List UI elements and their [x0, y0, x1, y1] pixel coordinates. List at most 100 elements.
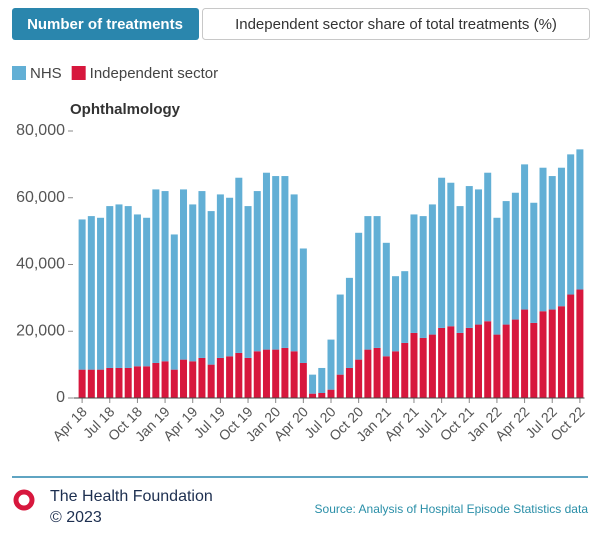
bar-segment — [511, 319, 519, 398]
bar-segment — [152, 189, 160, 363]
bar-segment — [447, 182, 455, 327]
bar-segment — [502, 324, 510, 398]
bar-segment — [143, 366, 151, 398]
bar-segment — [484, 172, 492, 322]
bar-segment — [401, 271, 409, 343]
bar-segment — [244, 206, 252, 358]
bar-segment — [78, 219, 86, 370]
bar-segment — [576, 289, 584, 398]
bar-segment — [355, 232, 363, 360]
bar-segment — [272, 176, 280, 350]
bar-segment — [428, 334, 436, 398]
bar-segment — [290, 351, 298, 398]
bar-segment — [198, 191, 206, 358]
bar-segment — [226, 197, 234, 357]
bar-segment — [207, 364, 215, 398]
bar-segment — [438, 177, 446, 328]
bar-segment — [226, 356, 234, 398]
bar-segment — [502, 201, 510, 325]
bar-segment — [253, 191, 261, 352]
bar-segment — [106, 206, 114, 368]
bar-segment — [465, 186, 473, 328]
bar-segment — [87, 216, 95, 370]
bar-segment — [180, 189, 188, 360]
bar-segment — [447, 326, 455, 398]
bar-segment — [539, 167, 547, 312]
bar-segment — [530, 322, 538, 398]
bar-segment — [382, 242, 390, 357]
bar-segment — [345, 367, 353, 398]
bar-segment — [170, 234, 178, 370]
chart-subtitle: Ophthalmology — [70, 101, 181, 118]
tab-label[interactable]: Independent sector share of total treatm… — [235, 16, 557, 33]
bar-segment — [382, 356, 390, 398]
bar-segment — [161, 361, 169, 398]
y-tick-label: 0 — [56, 389, 65, 406]
bar-segment — [373, 216, 381, 348]
bar-segment — [336, 374, 344, 398]
bar-segment — [557, 306, 565, 398]
bar-segment — [253, 351, 261, 398]
bar-segment — [115, 204, 123, 368]
bar-segment — [244, 357, 252, 398]
y-tick-label: 80,000 — [16, 122, 65, 139]
bar-segment — [428, 204, 436, 335]
bar-segment — [364, 349, 372, 398]
bar-segment — [484, 321, 492, 398]
source: Source: Analysis of Hospital Episode Sta… — [315, 502, 589, 516]
bar-segment — [364, 216, 372, 350]
y-tick-label: 40,000 — [16, 256, 65, 273]
bar-segment — [419, 337, 427, 398]
bar-segment — [456, 332, 464, 398]
tab[interactable] — [202, 8, 590, 40]
bar-segment — [170, 369, 178, 398]
organisation: The Health Foundation — [50, 488, 213, 505]
legend: NHS Independent sector — [12, 65, 218, 82]
bar-segment — [262, 349, 270, 398]
bar-segment — [318, 367, 326, 393]
x-tick-label: Apr 18 — [49, 403, 90, 444]
bar-segment — [392, 351, 400, 398]
bar-segment — [143, 217, 151, 367]
bar-segment — [410, 332, 418, 398]
bar-segment — [521, 309, 529, 398]
copyright: © 2023 — [50, 509, 102, 526]
bar-segment — [336, 294, 344, 375]
bar-segment — [115, 367, 123, 398]
bar-segment — [97, 369, 105, 398]
bar-segment — [207, 211, 215, 365]
bar-segment — [511, 192, 519, 320]
bar-segment — [419, 216, 427, 338]
bar-segment — [318, 392, 326, 398]
bar-segment — [548, 309, 556, 398]
bar-segment — [567, 154, 575, 295]
bar-segment — [355, 359, 363, 398]
bar-segment — [373, 347, 381, 398]
bar-segment — [392, 276, 400, 352]
bar-segment — [189, 361, 197, 398]
bar-segment — [133, 214, 141, 367]
y-tick-label: 60,000 — [16, 189, 65, 206]
bar-segment — [401, 342, 409, 398]
bar-segment — [106, 367, 114, 398]
bar-segment — [189, 204, 197, 362]
bar-segment — [410, 214, 418, 333]
logo — [13, 489, 35, 511]
bar-segment — [548, 176, 556, 310]
bar-segment — [216, 194, 224, 358]
bar-segment — [493, 217, 501, 335]
bar-segment — [235, 177, 243, 353]
bar-segment — [152, 362, 160, 398]
bar-segment — [235, 352, 243, 398]
legend-label: Independent sector — [90, 65, 218, 82]
tab-active[interactable] — [12, 8, 199, 40]
legend-label: NHS — [30, 65, 62, 82]
tab-label[interactable]: Number of treatments — [27, 16, 183, 33]
bar-segment — [272, 349, 280, 398]
bar-segment — [539, 311, 547, 398]
legend-swatch — [71, 66, 86, 80]
y-tick-label: 20,000 — [16, 322, 65, 339]
bar-segment — [124, 206, 132, 368]
bar-segment — [327, 339, 335, 390]
